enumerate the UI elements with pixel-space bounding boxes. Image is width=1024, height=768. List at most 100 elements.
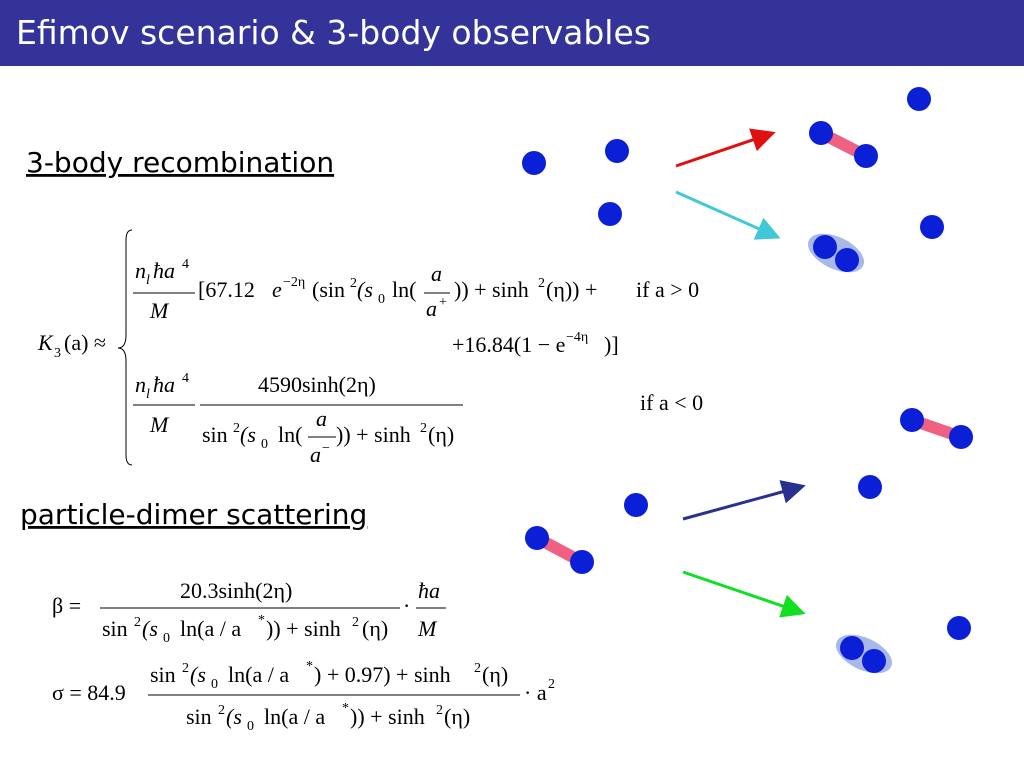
formula-part: 2	[233, 421, 240, 436]
formula-part: ln(a / a	[228, 662, 289, 687]
formula-part: a	[316, 406, 327, 431]
formula-part: K	[37, 330, 54, 355]
atom	[840, 636, 864, 660]
formula-part: 2	[218, 703, 225, 718]
atom	[862, 649, 886, 673]
formula-part: M	[417, 616, 438, 641]
arrow	[682, 480, 806, 521]
formula-part: M	[149, 298, 170, 323]
formula-part: 2	[352, 615, 359, 630]
formula-part: a	[431, 261, 442, 286]
formula-part: 2	[182, 661, 189, 676]
dimer-cloud	[807, 233, 865, 273]
section-heading: 3-body recombination	[26, 146, 334, 179]
atom	[907, 87, 931, 111]
formula-part: −2η	[283, 275, 305, 290]
atom	[900, 408, 924, 432]
formula-part: +16.84(1 − e	[452, 332, 565, 357]
brace	[117, 229, 133, 466]
formula-part: (η)	[482, 662, 508, 687]
formula-part: (s	[190, 662, 206, 687]
formula-part: n	[135, 258, 146, 283]
atom	[947, 616, 971, 640]
illustration	[522, 87, 973, 674]
formula-part: 2	[134, 615, 141, 630]
section-heading: particle-dimer scattering	[20, 498, 367, 531]
formula-part: β =	[52, 593, 81, 618]
formula-part: 3	[54, 346, 61, 361]
arrow	[675, 128, 776, 168]
formula-part: )) + sinh	[336, 422, 411, 447]
formula-part: σ = 84.9	[52, 680, 126, 705]
atom	[854, 144, 878, 168]
formula-part: 4	[182, 257, 189, 272]
formula-part: · a	[524, 680, 547, 705]
formula-part: ln(a / a	[180, 616, 241, 641]
formula-part: )]	[604, 332, 619, 357]
formula-part: 2	[350, 276, 357, 291]
formula-part: (s	[357, 277, 373, 302]
formula-part: [67.12	[198, 277, 255, 302]
atom	[598, 202, 622, 226]
formula-part: if a < 0	[640, 390, 703, 415]
formula-part: *	[342, 701, 349, 716]
formula-part: (η)	[444, 704, 470, 729]
formula-part: *	[306, 659, 313, 674]
formula-part: (η)) +	[546, 277, 597, 302]
formula-part: 4	[182, 371, 189, 386]
formula-part: sin	[202, 422, 228, 447]
formula-part: (a) ≈	[64, 330, 106, 355]
formula-part: (sin	[312, 277, 345, 302]
formula-part: ln(a / a	[264, 704, 325, 729]
formula-part: sin	[150, 662, 176, 687]
formula-part: ħa	[418, 578, 440, 603]
formula-part: )) + sinh	[350, 704, 425, 729]
formula-part: a	[310, 442, 321, 467]
formula-part: 4590sinh(2η)	[258, 372, 376, 397]
formula-part: e	[272, 277, 282, 302]
formula-part: l	[146, 273, 150, 288]
formula-part: 2	[538, 276, 545, 291]
atom	[525, 526, 549, 550]
formula-part: +	[439, 295, 447, 310]
formula-part: l	[146, 387, 150, 402]
atom	[949, 425, 973, 449]
dimer-cloud	[835, 634, 893, 674]
formula-part: (η)	[362, 616, 388, 641]
formula-part: a	[426, 296, 437, 321]
formula-part: (s	[142, 616, 158, 641]
formula-part: (s	[226, 704, 242, 729]
formula-part: if a > 0	[636, 277, 699, 302]
atom	[570, 550, 594, 574]
formula-part: 0	[261, 437, 268, 452]
formula-part: (η)	[428, 422, 454, 447]
atom	[605, 139, 629, 163]
arrow	[682, 570, 806, 618]
atom	[835, 248, 859, 272]
formula-part: ln(	[392, 277, 416, 302]
formula-part: 0	[211, 677, 218, 692]
formula-part: 2	[436, 703, 443, 718]
atom	[522, 151, 546, 175]
atom	[920, 215, 944, 239]
atom	[813, 235, 837, 259]
atom	[858, 475, 882, 499]
atom	[809, 121, 833, 145]
arrow	[675, 190, 781, 240]
formula-part: 0	[163, 631, 170, 646]
formula-part: (s	[240, 422, 256, 447]
formula-part: sin	[186, 704, 212, 729]
formula-part: ħa	[153, 258, 175, 283]
formula-lines	[100, 229, 520, 696]
formula-part: ·	[403, 593, 410, 618]
formula-part: sin	[102, 616, 128, 641]
formula-part: ln(	[278, 422, 302, 447]
formula-part: )) + sinh	[454, 277, 529, 302]
formula-part: 2	[474, 661, 481, 676]
formula-part: M	[149, 412, 170, 437]
formula-part: 2	[420, 421, 427, 436]
formula-part: 20.3sinh(2η)	[180, 578, 292, 603]
formula-part: −4η	[566, 330, 588, 345]
formula-part: −	[322, 441, 330, 456]
